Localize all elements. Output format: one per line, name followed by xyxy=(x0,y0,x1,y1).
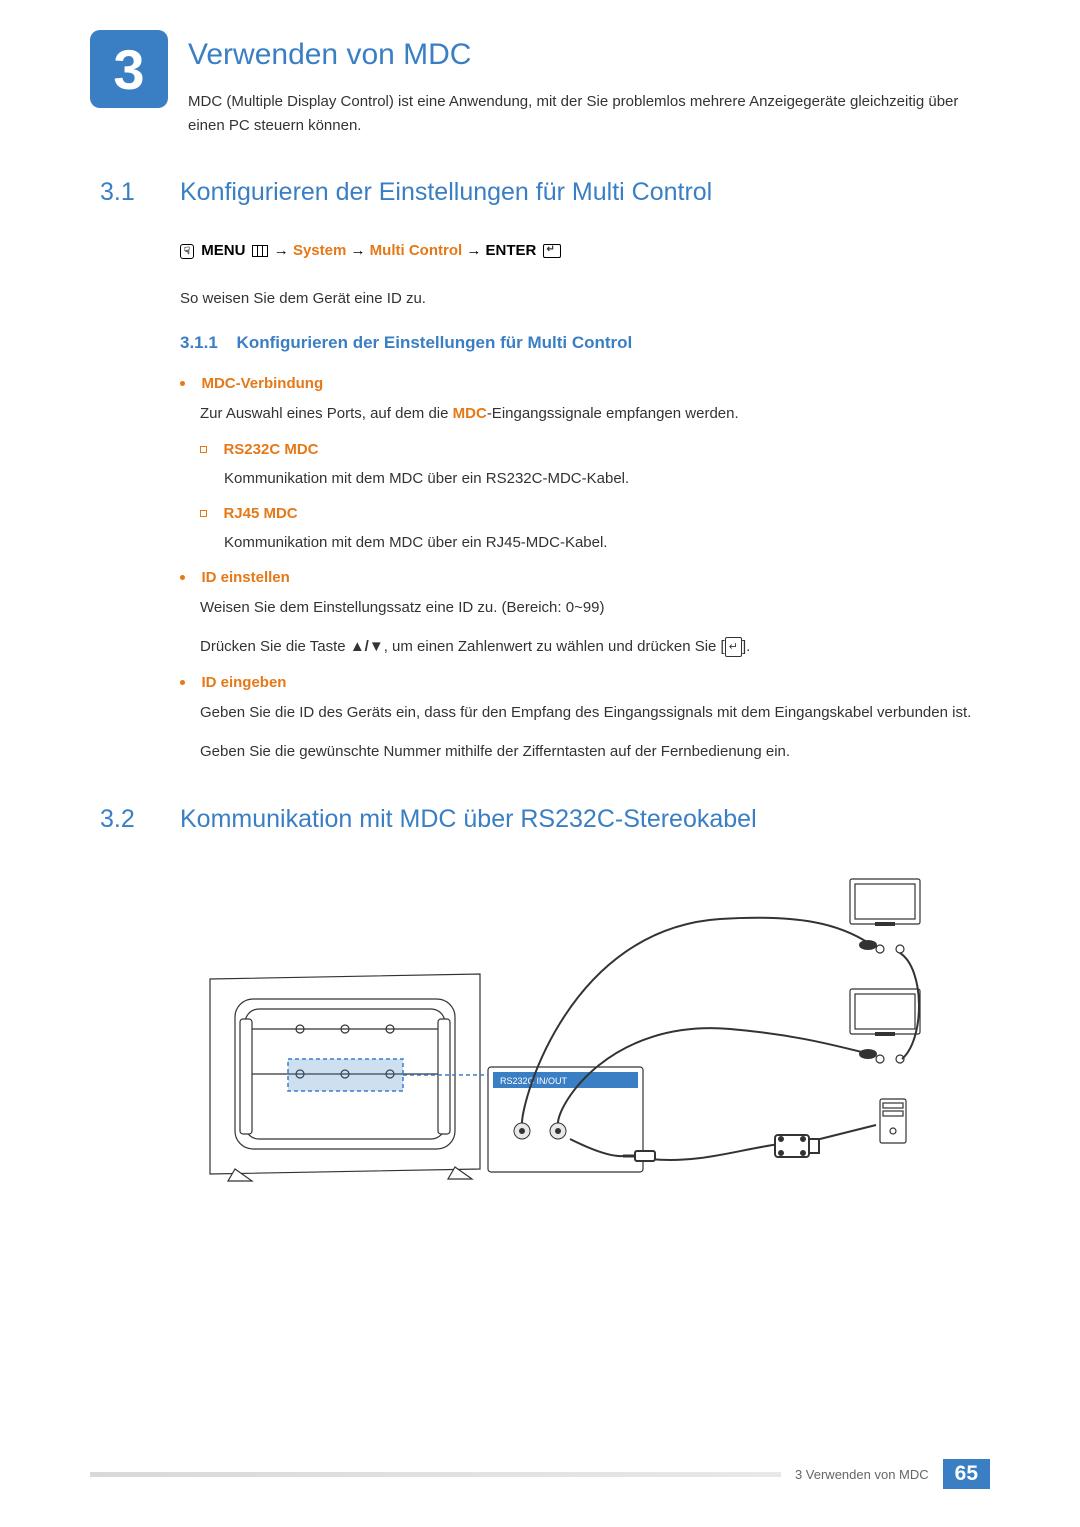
section-title: Kommunikation mit MDC über RS232C-Stereo… xyxy=(180,805,757,834)
chapter-title-block: Verwenden von MDC MDC (Multiple Display … xyxy=(188,30,990,138)
section-header: 3.2 Kommunikation mit MDC über RS232C-St… xyxy=(100,805,990,834)
chapter-intro: MDC (Multiple Display Control) ist eine … xyxy=(188,90,990,138)
text: Weisen Sie dem Einstellungssatz eine ID … xyxy=(200,595,990,621)
bullet-label: MDC-Verbindung xyxy=(201,375,323,392)
list-item-rj45: RJ45 MDC Kommunikation mit dem MDC über … xyxy=(200,505,990,555)
lead-text: So weisen Sie dem Gerät eine ID zu. xyxy=(180,287,990,311)
sub-bullet-label: RS232C MDC xyxy=(223,441,318,458)
pc-tower xyxy=(880,1099,906,1143)
connection-diagram: RS232C IN/OUT xyxy=(100,869,990,1234)
sub-bullet-body: Kommunikation mit dem MDC über ein RS232… xyxy=(200,467,990,491)
nav-system: System xyxy=(293,242,346,259)
bullet-body: Geben Sie die ID des Geräts ein, dass fü… xyxy=(180,700,990,765)
list-item-rs232c: RS232C MDC Kommunikation mit dem MDC übe… xyxy=(200,441,990,491)
bullet-icon xyxy=(180,680,185,685)
nav-arrow: → xyxy=(274,242,289,259)
bullet-icon xyxy=(180,381,185,386)
diagram-svg: RS232C IN/OUT xyxy=(180,869,940,1229)
bullet-body: Weisen Sie dem Einstellungssatz eine ID … xyxy=(180,595,990,660)
page: 3 Verwenden von MDC MDC (Multiple Displa… xyxy=(0,0,1080,1527)
text: Geben Sie die gewünschte Nummer mithilfe… xyxy=(200,739,990,765)
text: Zur Auswahl eines Ports, auf dem die xyxy=(200,405,453,422)
chapter-title: Verwenden von MDC xyxy=(188,38,990,72)
section-number: 3.1 xyxy=(100,178,180,207)
section-3-2: 3.2 Kommunikation mit MDC über RS232C-St… xyxy=(90,805,990,1234)
subsection-title: Konfigurieren der Einstellungen für Mult… xyxy=(237,333,633,352)
subsection-header: 3.1.1 Konfigurieren der Einstellungen fü… xyxy=(180,333,990,353)
text: -Eingangssignale empfangen werden. xyxy=(487,405,739,422)
text: , um einen Zahlenwert zu wählen und drüc… xyxy=(384,638,725,655)
enter-icon: ↵ xyxy=(725,637,742,658)
sub-bullet-icon xyxy=(200,446,207,453)
section-number: 3.2 xyxy=(100,805,180,834)
nav-multi-control: Multi Control xyxy=(370,242,462,259)
bullet-label: ID einstellen xyxy=(201,569,289,586)
section-title: Konfigurieren der Einstellungen für Mult… xyxy=(180,178,712,207)
text: Kommunikation mit dem xyxy=(224,470,389,487)
footer-chapter-label: 3 Verwenden von MDC xyxy=(781,1459,943,1489)
small-monitor-1 xyxy=(850,879,920,953)
menu-navigation-path: ☟ MENU → System → Multi Control → ENTER xyxy=(180,242,990,259)
port-highlight xyxy=(288,1059,403,1091)
section-3-1: 3.1 Konfigurieren der Einstellungen für … xyxy=(90,178,990,765)
subsection-number: 3.1.1 xyxy=(180,333,218,352)
sub-bullet-body: Kommunikation mit dem MDC über ein RJ45-… xyxy=(200,531,990,555)
sub-bullet-label: RJ45 MDC xyxy=(223,505,297,522)
footer-page-box: 65 xyxy=(943,1459,990,1489)
sub-bullet-list: RS232C MDC Kommunikation mit dem MDC übe… xyxy=(180,441,990,555)
nav-menu-label: MENU xyxy=(201,242,245,259)
menu-grid-icon xyxy=(252,245,268,257)
page-number: 65 xyxy=(943,1462,990,1486)
list-item-mdc-connection: MDC-Verbindung Zur Auswahl eines Ports, … xyxy=(180,375,990,555)
highlight: MDC xyxy=(453,405,487,422)
chapter-number-badge: 3 xyxy=(90,30,168,108)
section-body: ☟ MENU → System → Multi Control → ENTER … xyxy=(100,242,990,765)
highlight: MDC xyxy=(389,534,423,551)
bullet-icon xyxy=(180,575,185,580)
footer-bar xyxy=(90,1472,781,1477)
bullet-body: Zur Auswahl eines Ports, auf dem die MDC… xyxy=(180,401,990,427)
bullet-list: MDC-Verbindung Zur Auswahl eines Ports, … xyxy=(180,375,990,765)
text: Geben Sie die ID des Geräts ein, dass fü… xyxy=(200,700,990,726)
page-footer: 3 Verwenden von MDC 65 xyxy=(90,1459,990,1489)
list-item-id-set: ID einstellen Weisen Sie dem Einstellung… xyxy=(180,569,990,660)
highlight: MDC xyxy=(389,470,423,487)
text: Drücken Sie die Taste xyxy=(200,638,350,655)
text: über ein RJ45-MDC-Kabel. xyxy=(423,534,607,551)
arrow-keys: ▲/▼ xyxy=(350,638,384,655)
text: über ein RS232C-MDC-Kabel. xyxy=(423,470,629,487)
chapter-header: 3 Verwenden von MDC MDC (Multiple Displa… xyxy=(90,30,990,138)
text: ]. xyxy=(742,638,750,655)
nav-arrow: → xyxy=(466,242,481,259)
nav-enter-label: ENTER xyxy=(486,242,537,259)
text: Drücken Sie die Taste ▲/▼, um einen Zahl… xyxy=(200,634,990,660)
list-item-id-enter: ID eingeben Geben Sie die ID des Geräts … xyxy=(180,674,990,765)
hand-icon: ☟ xyxy=(180,244,194,259)
nav-arrow: → xyxy=(351,242,366,259)
text: Kommunikation mit dem xyxy=(224,534,389,551)
sub-bullet-icon xyxy=(200,510,207,517)
bullet-label: ID eingeben xyxy=(201,674,286,691)
section-header: 3.1 Konfigurieren der Einstellungen für … xyxy=(100,178,990,207)
enter-icon xyxy=(543,244,561,258)
